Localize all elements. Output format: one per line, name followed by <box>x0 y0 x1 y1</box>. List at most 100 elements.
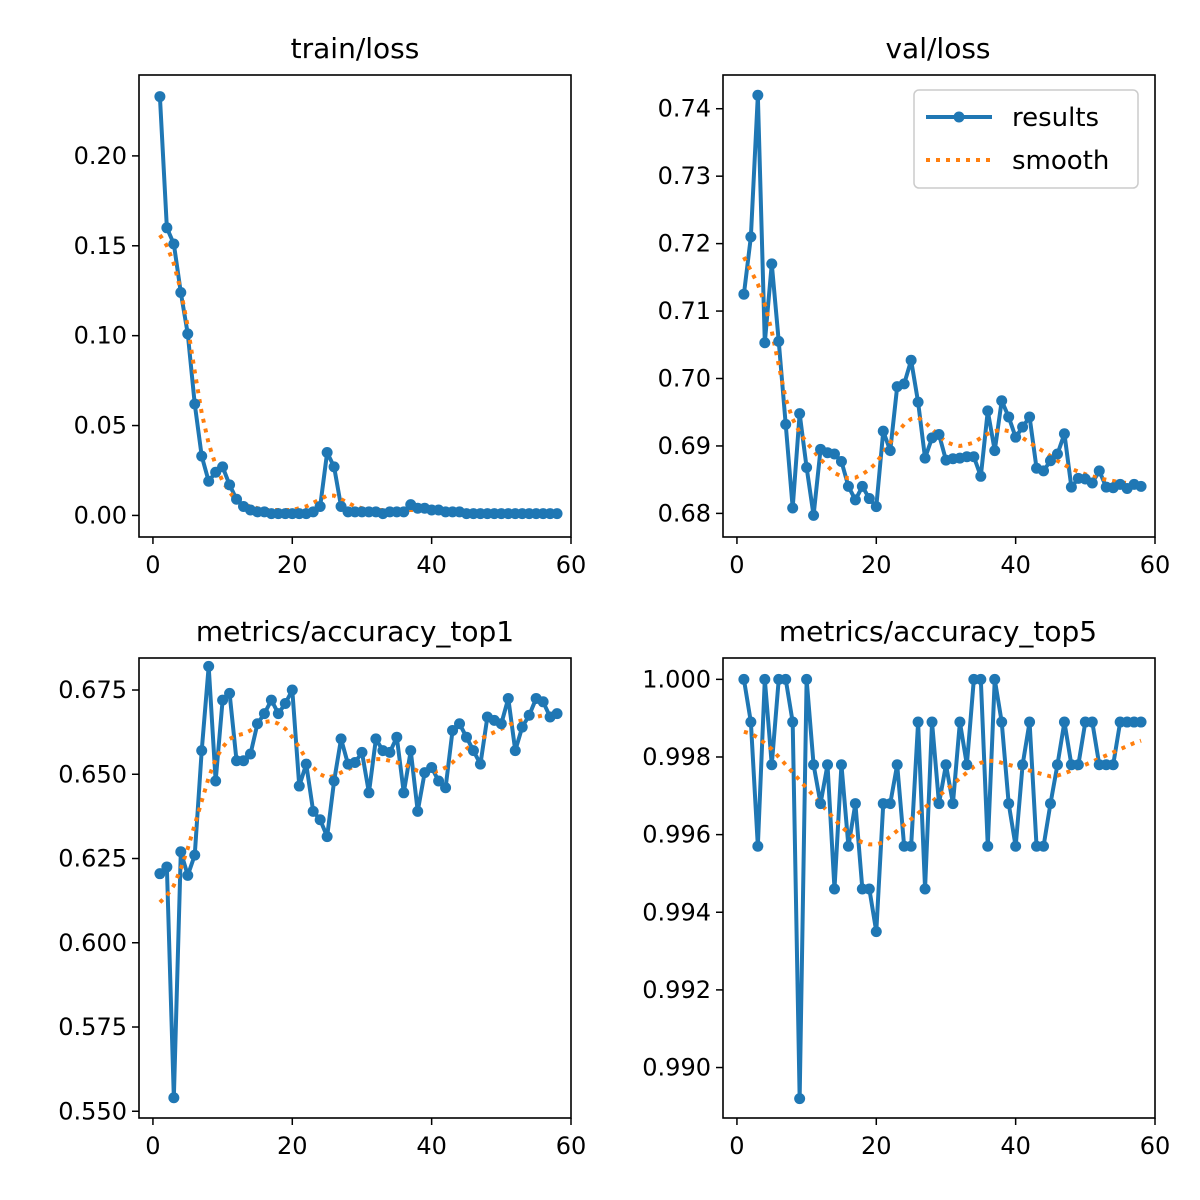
x-tick-label: 60 <box>556 1132 587 1160</box>
data-point <box>877 425 889 437</box>
x-tick-label: 60 <box>1140 551 1171 579</box>
data-point <box>175 287 187 299</box>
data-point <box>975 470 987 482</box>
data-point <box>356 746 368 758</box>
data-point <box>849 494 861 506</box>
data-point <box>905 840 917 852</box>
data-point <box>168 238 180 250</box>
data-point <box>161 222 173 234</box>
data-point <box>537 696 549 708</box>
y-tick-label: 0.68 <box>658 499 711 527</box>
data-point <box>328 461 340 473</box>
data-point <box>801 673 813 685</box>
data-point <box>168 1092 180 1104</box>
x-tick-label: 40 <box>1000 1132 1031 1160</box>
data-point <box>265 694 277 706</box>
data-point <box>856 480 868 492</box>
chart-title: metrics/accuracy_top5 <box>779 615 1097 648</box>
data-point <box>307 805 319 817</box>
data-point <box>822 759 834 771</box>
data-point <box>1017 759 1029 771</box>
data-point <box>460 731 472 743</box>
series-results-line <box>741 93 1142 518</box>
legend: results smooth <box>913 89 1139 189</box>
y-tick-label: 0.70 <box>658 365 711 393</box>
data-point <box>759 337 771 349</box>
data-point <box>996 395 1008 407</box>
data-point <box>321 831 333 843</box>
data-point <box>919 452 931 464</box>
data-point <box>912 396 924 408</box>
data-point <box>1065 481 1077 493</box>
x-tick-label: 40 <box>416 1132 447 1160</box>
data-point <box>1058 716 1070 728</box>
data-point <box>752 840 764 852</box>
y-tick-label: 0.625 <box>58 845 127 873</box>
data-point <box>933 798 945 810</box>
y-tick-label: 1.000 <box>642 665 711 693</box>
data-point <box>759 673 771 685</box>
x-tick-label: 0 <box>145 551 160 579</box>
legend-box <box>913 89 1139 189</box>
x-tick-label: 0 <box>729 1132 744 1160</box>
data-point <box>1086 716 1098 728</box>
subplot-accuracy-top5: metrics/accuracy_top5 0 20 40 60 0.990 0.992 0… <box>642 615 1170 1160</box>
legend-results-label: results <box>1012 103 1099 133</box>
data-point <box>1044 798 1056 810</box>
data-point <box>835 759 847 771</box>
data-point <box>426 762 438 774</box>
data-point <box>196 450 208 462</box>
subplot-val-loss: val/loss 0 20 40 60 0.68 0.69 0.70 0.71 0.72 0.73… <box>658 32 1171 579</box>
data-point <box>370 733 382 745</box>
data-point <box>321 447 333 459</box>
data-point <box>1003 798 1015 810</box>
data-point <box>217 694 229 706</box>
data-point <box>454 718 466 730</box>
plot-frame <box>138 657 572 1119</box>
data-point <box>363 787 375 799</box>
data-point <box>286 684 298 696</box>
subplot-train-loss: train/loss 0 20 40 60 0.00 0.05 0.10 0.15 0.20 <box>74 32 587 579</box>
data-point <box>884 798 896 810</box>
data-point <box>272 708 284 720</box>
data-point <box>224 687 236 699</box>
data-point <box>154 868 166 880</box>
data-point <box>745 231 757 243</box>
data-point <box>398 506 410 518</box>
data-point <box>1072 759 1084 771</box>
data-point <box>467 745 479 757</box>
data-point <box>1135 480 1147 492</box>
plot-frame <box>722 657 1156 1119</box>
data-point <box>780 673 792 685</box>
data-point <box>495 718 507 730</box>
data-point <box>996 716 1008 728</box>
data-point <box>766 759 778 771</box>
data-point <box>1038 840 1050 852</box>
data-point <box>961 759 973 771</box>
y-tick-label: 0.992 <box>642 976 711 1004</box>
data-point <box>947 798 959 810</box>
data-point <box>1135 716 1147 728</box>
legend-results-marker <box>953 111 965 123</box>
data-point <box>842 480 854 492</box>
data-point <box>224 479 236 491</box>
data-point <box>398 787 410 799</box>
data-point <box>982 405 994 417</box>
data-point <box>919 883 931 895</box>
data-point <box>189 849 201 861</box>
plot-frame <box>722 74 1156 538</box>
data-point <box>808 509 820 521</box>
data-point <box>509 745 521 757</box>
data-point <box>898 378 910 390</box>
x-tick-label: 0 <box>145 1132 160 1160</box>
data-point <box>1024 411 1036 423</box>
data-point <box>349 756 361 768</box>
data-point <box>738 673 750 685</box>
data-point <box>474 758 486 770</box>
data-point <box>773 335 785 347</box>
x-tick-label: 20 <box>277 1132 308 1160</box>
data-point <box>1058 428 1070 440</box>
data-point <box>154 91 166 103</box>
data-point <box>279 697 291 709</box>
x-tick-label: 40 <box>416 551 447 579</box>
